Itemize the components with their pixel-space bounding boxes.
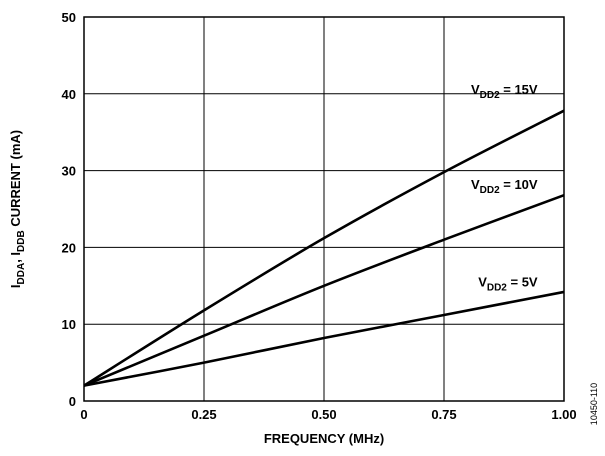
y-tick-label: 30 bbox=[62, 164, 76, 179]
series-lines bbox=[83, 109, 565, 387]
x-tick-label: 0 bbox=[80, 407, 87, 422]
tick-labels: 0 0.25 0.50 0.75 1.00 0 10 20 30 40 50 bbox=[62, 10, 577, 422]
series-line-2 bbox=[83, 290, 565, 387]
y-tick-label: 20 bbox=[62, 240, 76, 255]
series-line-1 bbox=[83, 193, 565, 387]
x-axis-title: FREQUENCY (MHz) bbox=[264, 431, 384, 446]
y-tick-label: 40 bbox=[62, 87, 76, 102]
figure-id: 10450-110 bbox=[589, 383, 599, 425]
series-line-0 bbox=[83, 109, 565, 387]
y-tick-label: 50 bbox=[62, 10, 76, 25]
x-tick-label: 0.50 bbox=[311, 407, 336, 422]
grid bbox=[84, 17, 564, 401]
series-label-1: VDD2 = 10V bbox=[471, 177, 538, 196]
series-label-0: VDD2 = 15V bbox=[471, 82, 538, 101]
x-tick-label: 0.25 bbox=[191, 407, 216, 422]
series-label-2: VDD2 = 5V bbox=[478, 275, 538, 294]
x-tick-label: 1.00 bbox=[551, 407, 576, 422]
x-tick-label: 0.75 bbox=[431, 407, 456, 422]
plot-frame bbox=[83, 16, 565, 402]
y-tick-label: 0 bbox=[69, 394, 76, 409]
series-labels: VDD2 = 15V VDD2 = 10V VDD2 = 5V bbox=[471, 82, 538, 294]
y-tick-label: 10 bbox=[62, 317, 76, 332]
y-axis-title: IDDA, IDDB CURRENT (mA) bbox=[8, 130, 27, 288]
